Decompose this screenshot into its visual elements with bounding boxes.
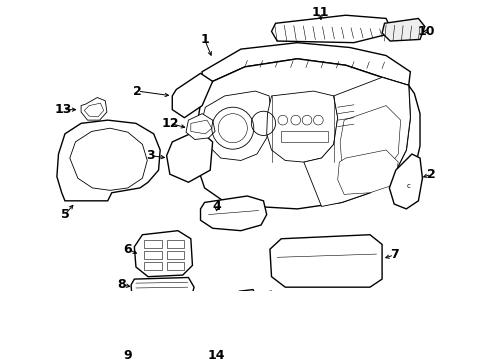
Polygon shape bbox=[81, 98, 107, 120]
Polygon shape bbox=[269, 235, 381, 287]
Polygon shape bbox=[196, 59, 409, 209]
Polygon shape bbox=[172, 73, 212, 118]
Text: 9: 9 bbox=[123, 349, 132, 360]
Text: 14: 14 bbox=[207, 349, 225, 360]
Text: 6: 6 bbox=[123, 243, 132, 256]
Polygon shape bbox=[200, 196, 266, 231]
Polygon shape bbox=[134, 231, 192, 277]
Text: 13: 13 bbox=[55, 103, 72, 116]
Text: 1: 1 bbox=[200, 33, 208, 46]
Polygon shape bbox=[340, 105, 400, 177]
Polygon shape bbox=[57, 120, 160, 201]
Polygon shape bbox=[202, 42, 409, 94]
Polygon shape bbox=[203, 91, 271, 161]
Polygon shape bbox=[231, 289, 258, 343]
Text: 12: 12 bbox=[161, 117, 178, 130]
Polygon shape bbox=[337, 150, 397, 194]
Text: 2: 2 bbox=[426, 168, 435, 181]
Polygon shape bbox=[130, 307, 192, 356]
Text: 5: 5 bbox=[61, 208, 69, 221]
Text: 4: 4 bbox=[212, 200, 221, 213]
Polygon shape bbox=[70, 128, 147, 190]
Text: 10: 10 bbox=[417, 25, 434, 38]
Polygon shape bbox=[393, 85, 419, 182]
Polygon shape bbox=[254, 291, 276, 345]
Polygon shape bbox=[381, 18, 424, 41]
Polygon shape bbox=[388, 154, 422, 209]
Polygon shape bbox=[303, 77, 409, 207]
Text: 11: 11 bbox=[310, 6, 328, 19]
Text: 8: 8 bbox=[117, 278, 125, 291]
Polygon shape bbox=[166, 130, 212, 182]
Text: 7: 7 bbox=[389, 248, 398, 261]
Text: c: c bbox=[406, 183, 410, 189]
Polygon shape bbox=[131, 278, 194, 306]
Text: 2: 2 bbox=[133, 85, 142, 98]
Polygon shape bbox=[185, 114, 215, 139]
Polygon shape bbox=[271, 15, 392, 42]
Text: 3: 3 bbox=[146, 149, 155, 162]
Polygon shape bbox=[266, 91, 337, 162]
